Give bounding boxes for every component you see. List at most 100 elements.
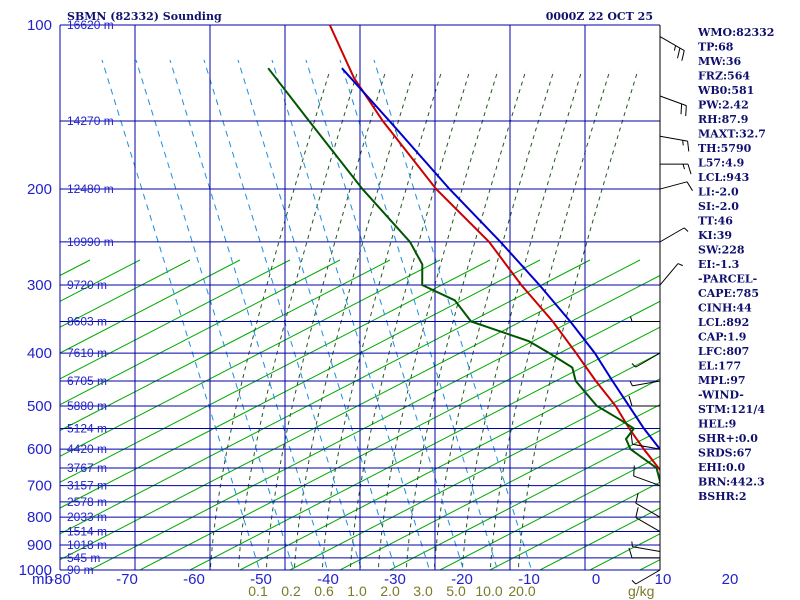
wind-barb [631, 352, 661, 368]
index-line: MW:36 [698, 55, 741, 68]
barb-half-flag [673, 45, 677, 51]
pressure-tick-label: 500 [27, 398, 52, 415]
height-label: 1514 m [67, 525, 107, 539]
index-line: L57:4.9 [698, 157, 744, 170]
wind-barb [659, 36, 685, 61]
barb-flag [628, 395, 633, 407]
sounding-series [267, 25, 660, 485]
index-line: FRZ:564 [698, 70, 750, 83]
barb-flag [680, 103, 683, 115]
mixing-ratio-unit-label: g/kg [628, 583, 654, 599]
pressure-tick-label: 800 [27, 509, 52, 526]
barb-half-flag [682, 140, 684, 146]
height-label: 10990 m [67, 235, 114, 249]
dry-adiabat [60, 259, 241, 354]
wind-barb [659, 181, 693, 191]
dry-adiabat [539, 507, 660, 570]
mixing-ratio-line [271, 59, 431, 570]
background-lines [60, 59, 660, 570]
index-line: CINH:44 [698, 302, 752, 315]
wind-barbs [628, 25, 693, 585]
dry-adiabat [60, 259, 491, 483]
temperature-tick-label: -40 [317, 571, 339, 588]
temperature-tick-label: 0 [592, 571, 600, 588]
height-label: 2033 m [67, 510, 107, 524]
wind-barb [631, 569, 661, 585]
index-line: RH:87.9 [698, 113, 748, 126]
index-line: STM:121/4 [698, 403, 765, 416]
pressure-tick-label: 600 [27, 441, 52, 458]
index-line: TP:68 [698, 41, 734, 54]
height-label: 5880 m [67, 399, 107, 413]
temperature-tick-label: -10 [518, 571, 540, 588]
pressure-tick-label: 1000 [19, 562, 52, 579]
temperature-tick-label: -20 [451, 571, 473, 588]
dewpoint-line [267, 67, 660, 485]
mixing-ratio-label: 10.0 [475, 583, 502, 599]
height-label: 12480 m [67, 182, 114, 196]
barb-staff [633, 475, 661, 487]
index-line: EL:177 [698, 360, 741, 373]
dry-adiabat [60, 259, 391, 432]
height-label: 9720 m [67, 278, 107, 292]
wind-barb [628, 395, 660, 407]
wind-barb [630, 316, 660, 323]
barb-staff [659, 181, 688, 190]
temperature-tick-label: -50 [250, 571, 272, 588]
dry-adiabat [89, 274, 660, 570]
pressure-unit-label: mb [32, 571, 53, 588]
parcel-line [341, 67, 660, 451]
wind-barb [659, 227, 689, 243]
barb-half-flag [631, 580, 637, 585]
pressure-tick-label: 700 [27, 478, 52, 495]
mixing-ratio-line [305, 59, 465, 570]
height-label: 14270 m [67, 114, 114, 128]
mixing-ratio-label: 0.2 [281, 583, 301, 599]
barb-flag [677, 47, 681, 59]
height-label: 16620 m [67, 18, 114, 32]
wind-barb [659, 135, 690, 152]
mixing-ratio-label: 3.0 [413, 583, 433, 599]
pressure-tick-label: 100 [27, 17, 52, 34]
barb-flag [630, 433, 633, 445]
barb-staff [659, 263, 679, 286]
mixing-ratio-label: 5.0 [446, 583, 466, 599]
dry-adiabat [60, 259, 441, 457]
height-label: 90 m [67, 563, 94, 577]
temperature-tick-label: -70 [116, 571, 138, 588]
index-line: SHR+:0.0 [698, 432, 758, 445]
barb-half-flag [682, 163, 685, 170]
index-line: SI:-2.0 [698, 200, 739, 213]
index-line: MPL:97 [698, 374, 746, 387]
wind-barb [659, 263, 683, 286]
temperature-tick-label: 10 [655, 571, 672, 588]
height-label: 3157 m [67, 479, 107, 493]
index-line: BRN:442.3 [698, 476, 765, 489]
height-label: 3767 m [67, 461, 107, 475]
grid [59, 24, 661, 571]
wind-barb [628, 547, 660, 559]
temperature-tick-label: 20 [722, 571, 739, 588]
mixing-ratio-line [135, 59, 295, 570]
barb-flag [685, 105, 687, 117]
index-line: LFC:807 [698, 345, 749, 358]
barb-flag [628, 547, 633, 559]
index-line: LCL:943 [698, 171, 749, 184]
barb-half-flag [631, 541, 633, 547]
index-line: CAPE:785 [698, 287, 759, 300]
barb-staff [635, 352, 661, 368]
barb-half-flag [683, 227, 689, 232]
index-line: MAXT:32.7 [698, 128, 766, 141]
barb-flag [633, 465, 635, 477]
index-line: EI:-1.3 [698, 258, 739, 271]
barb-half-flag [630, 316, 633, 322]
pressure-tick-label: 400 [27, 345, 52, 362]
wind-barb [629, 380, 661, 387]
index-line: SW:228 [698, 244, 745, 257]
index-line: WMO:82332 [697, 26, 774, 39]
mixing-ratio-label: 2.0 [380, 583, 400, 599]
height-label: 4420 m [67, 442, 107, 456]
temperature-line [328, 25, 660, 472]
barb-staff [632, 546, 661, 553]
